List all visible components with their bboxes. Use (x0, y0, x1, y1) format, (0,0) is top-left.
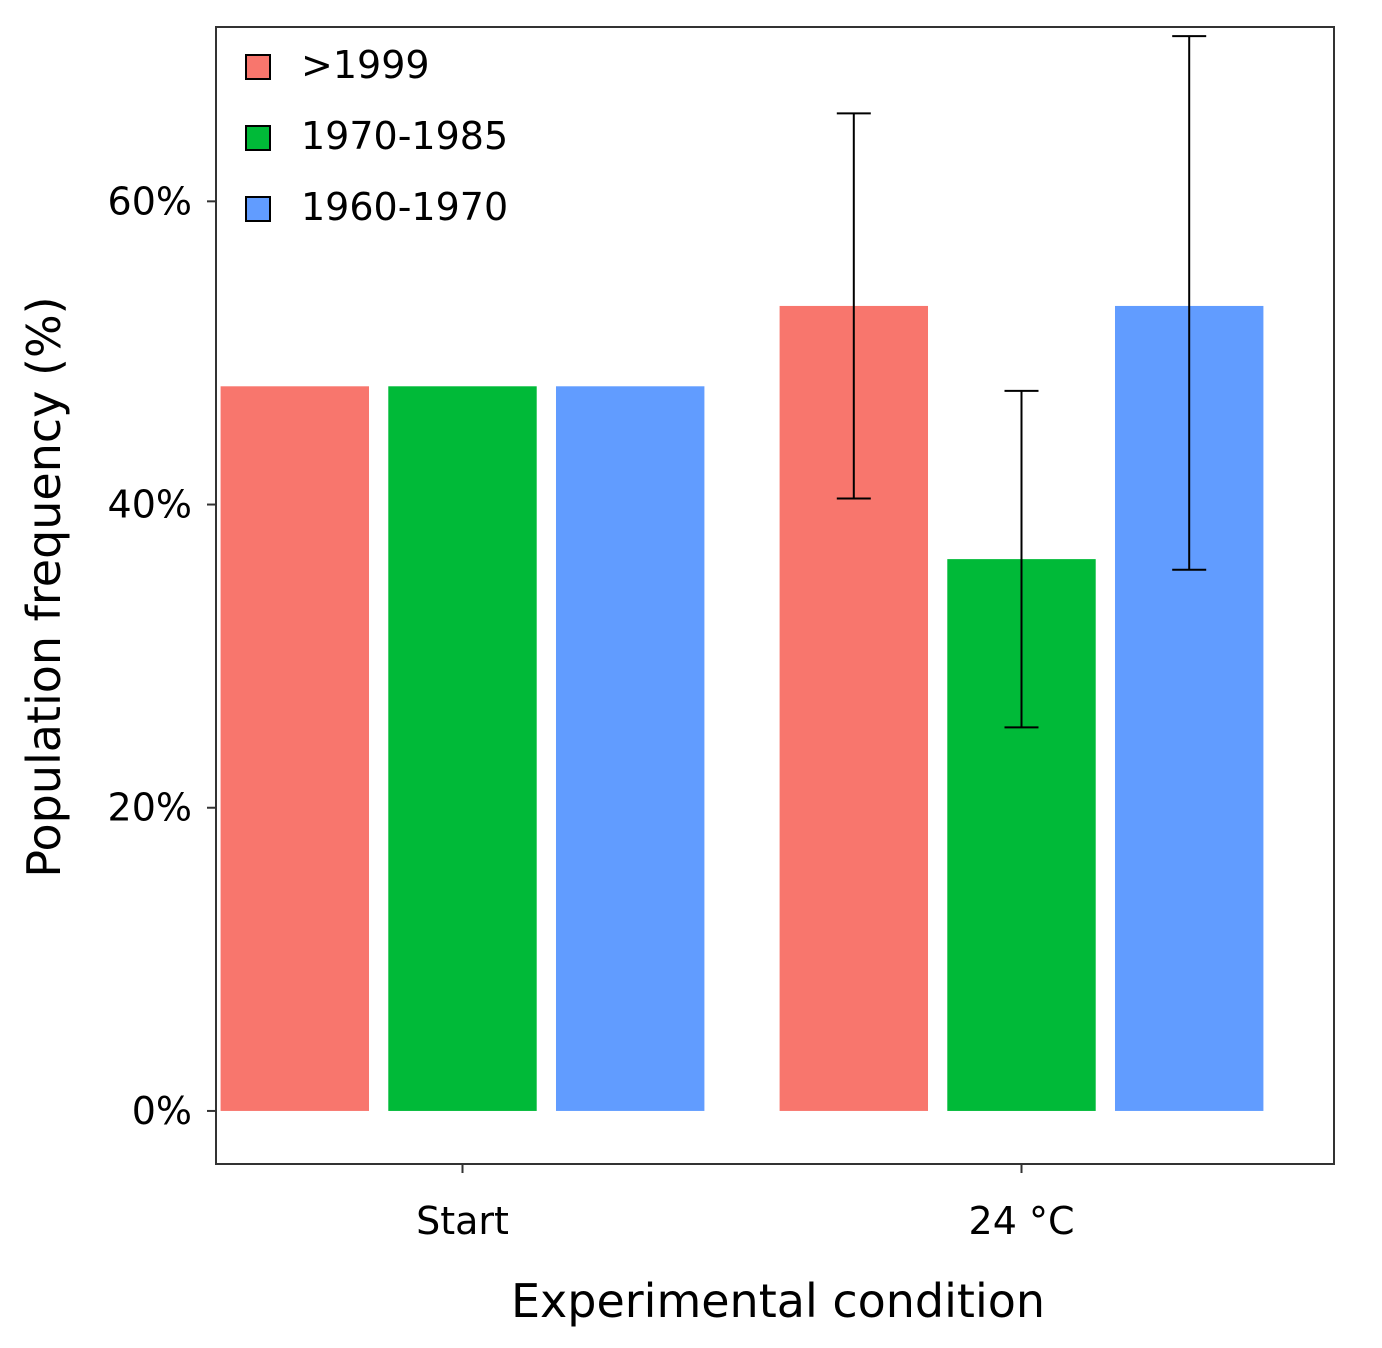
legend-item-1999: >1999 (245, 43, 430, 87)
y-tick-label: 40% (108, 483, 192, 527)
y-axis-title: Population frequency (%) (17, 296, 71, 877)
legend-label: 1970-1985 (301, 114, 508, 158)
legend-item-1970-1985: 1970-1985 (245, 114, 508, 158)
error-bars-layer (836, 35, 1207, 729)
legend-swatch (245, 125, 271, 151)
legend-swatch (245, 54, 271, 80)
legend-label: 1960-1970 (301, 185, 508, 229)
x-axis: Start 24 °C (416, 1164, 1074, 1243)
bar-start-1960-1970 (555, 386, 705, 1111)
legend: >1999 1970-1985 1960-1970 (245, 43, 508, 229)
error-bar-24-c-1999 (836, 112, 871, 500)
legend-swatch (245, 196, 271, 222)
y-tick-label: 60% (108, 179, 192, 223)
bar-start-1970-1985 (388, 386, 537, 1111)
error-bar-24-c-1970-1985 (1004, 389, 1039, 729)
y-tick-label: 0% (132, 1089, 192, 1133)
legend-label: >1999 (301, 43, 430, 87)
x-axis-title: Experimental condition (511, 1274, 1045, 1328)
y-axis: 0% 20% 40% 60% (108, 179, 216, 1133)
x-tick-label: Start (416, 1199, 509, 1243)
x-tick-label: 24 °C (969, 1199, 1075, 1243)
y-tick-label: 20% (108, 786, 192, 830)
legend-item-1960-1970: 1960-1970 (245, 185, 508, 229)
error-bar-24-c-1960-1970 (1172, 35, 1207, 571)
bar-start-1999 (220, 386, 370, 1111)
